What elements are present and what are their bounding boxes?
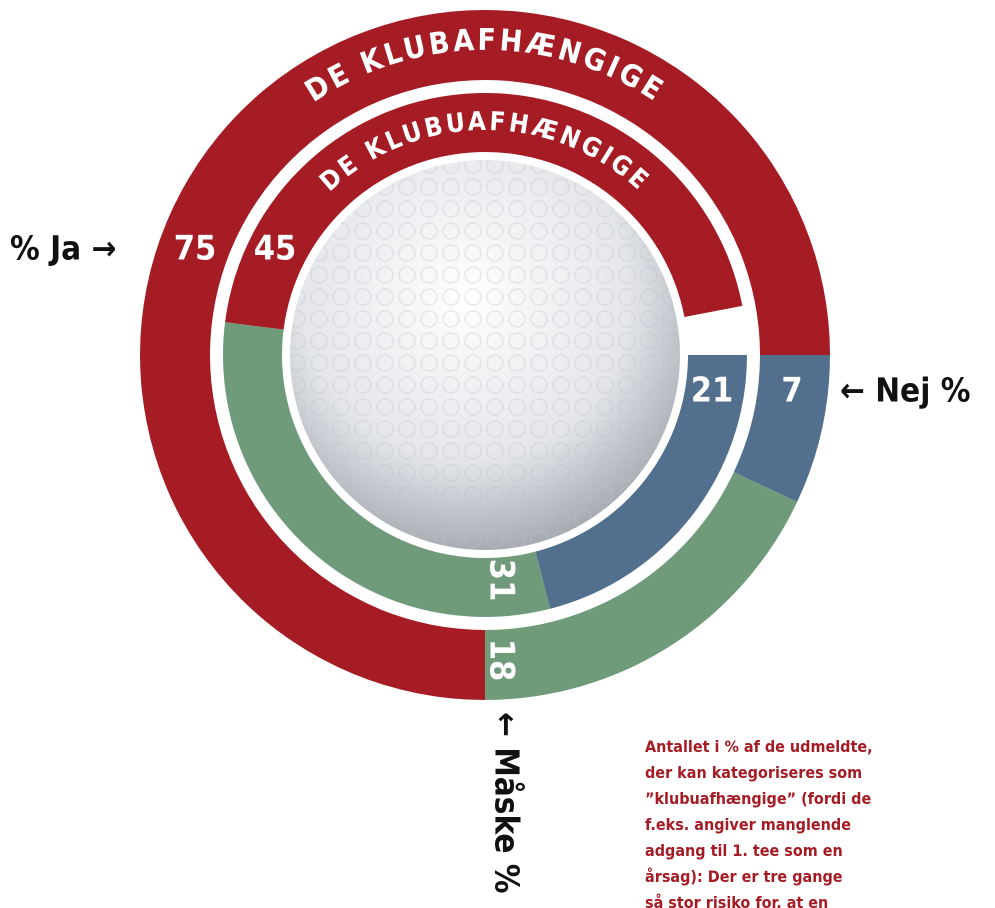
category-label: ← Nej % [840,371,970,410]
note-line: Antallet i % af de udmeldte, [645,737,873,756]
data-label: 31 [482,559,522,602]
note-line: adgang til 1. tee som en [645,841,843,860]
category-label: % Ja → [10,229,116,268]
ring-segment [733,355,830,502]
rings [140,10,830,700]
data-label: 75 [174,229,217,269]
ring-segment [485,472,798,700]
note-line: f.eks. angiver manglende [645,815,851,834]
note-line: ”klubuafhængige” (fordi de [645,789,871,808]
data-label: 7 [781,371,802,411]
ring-segment [223,322,551,617]
data-label: 21 [691,371,734,411]
data-label: 18 [482,639,522,682]
data-label: 45 [254,229,297,269]
golf-ball-dimples [290,160,680,550]
ring-segment [225,93,743,330]
note-line: så stor risiko for, at en [645,893,828,908]
note-line: der kan kategoriseres som [645,763,862,782]
note-line: årsag): Der er tre gange [645,867,843,886]
category-label: ← Måske % [488,712,527,894]
ring-segment [535,355,747,609]
